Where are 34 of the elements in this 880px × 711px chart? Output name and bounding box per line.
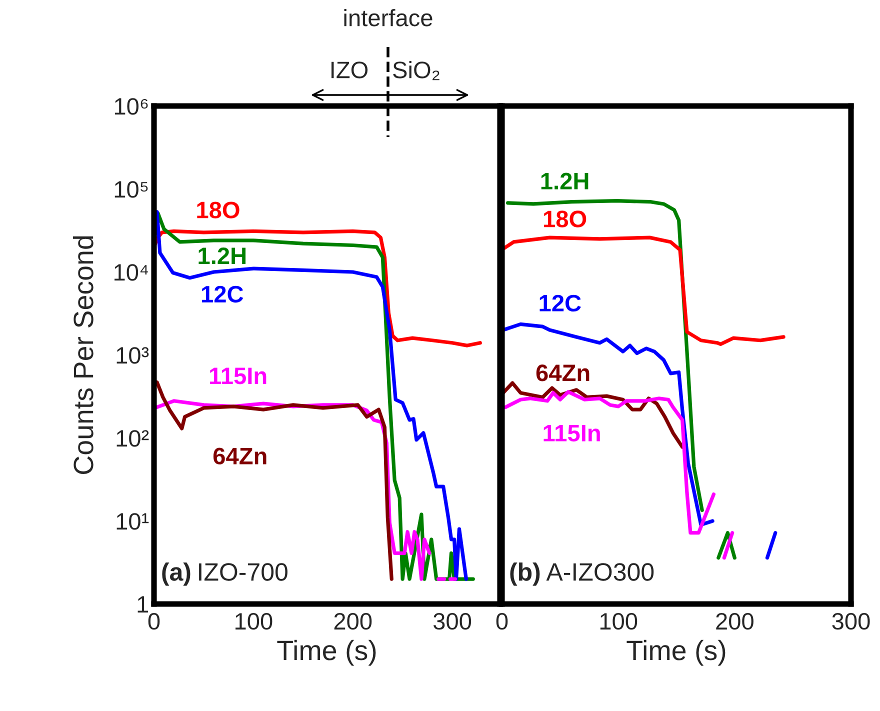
series-label: 64Zn [213, 448, 266, 464]
series-label: 18O [544, 210, 586, 228]
annotation: (b) A-IZO300 [510, 562, 654, 586]
series-label: 115In [544, 425, 600, 442]
x-tick-label: 300 [832, 612, 870, 630]
x-tick-label: 200 [716, 612, 754, 630]
x-tick-label: 100 [600, 612, 638, 630]
series-label: 1.2H [198, 248, 246, 264]
y-tick-label: 10² [116, 430, 149, 447]
y-tick-label: 10⁵ [114, 181, 148, 198]
y-tick-label: 10¹ [116, 513, 149, 530]
text: SiO₂ [393, 60, 440, 80]
y-tick-label: 10⁶ [114, 98, 148, 115]
series-label: 12C [202, 286, 244, 303]
series-label: 64Zn [536, 364, 590, 382]
y-tick-label: 10³ [116, 347, 149, 364]
series-label: 12C [540, 294, 581, 312]
x-axis-title: Time (s) [626, 640, 726, 666]
annotation: (a) IZO-700 [162, 562, 288, 586]
x-tick-label: 200 [334, 612, 372, 630]
y-axis-title: Counts Per Second [72, 236, 94, 474]
x-axis-title: Time (s) [277, 640, 376, 666]
y-tick-label: 10⁴ [114, 264, 148, 281]
x-tick-label: 0 [496, 612, 508, 630]
y-tick-label: 1 [138, 596, 148, 613]
series-label: 115In [210, 368, 266, 384]
x-tick-label: 300 [433, 612, 472, 630]
series-label: 18O [197, 202, 240, 218]
text: IZO [332, 62, 368, 78]
series-label: 1.2H [541, 172, 588, 190]
text: interface [344, 8, 432, 26]
x-tick-label: 0 [148, 612, 160, 630]
line-series [154, 229, 482, 348]
x-tick-label: 100 [236, 612, 272, 630]
